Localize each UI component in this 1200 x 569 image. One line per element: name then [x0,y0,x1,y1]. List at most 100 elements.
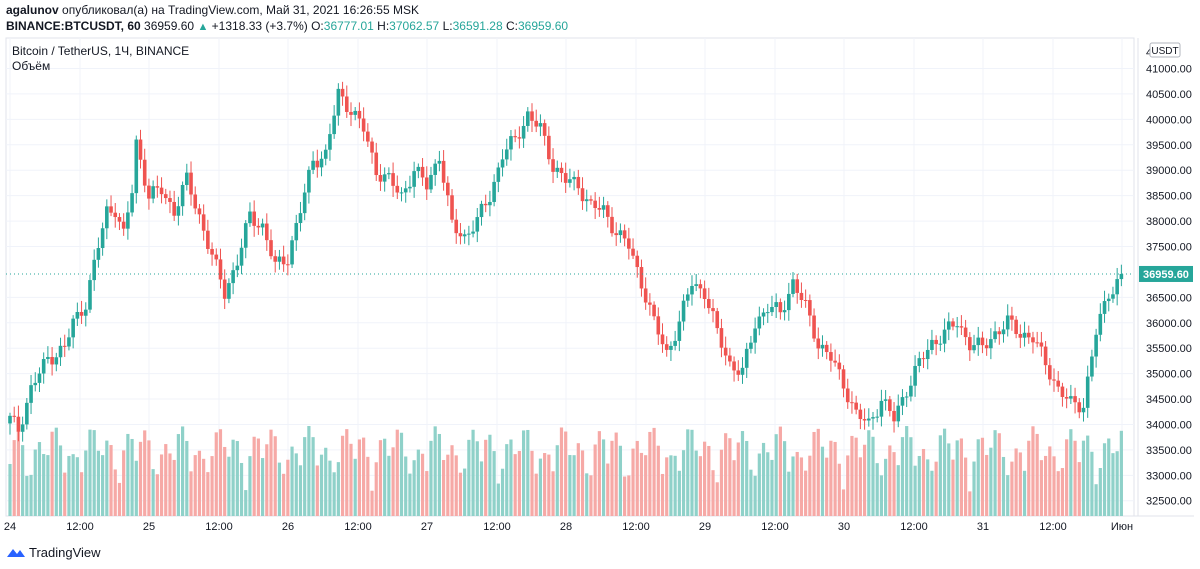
volume-bar [1081,440,1086,516]
volume-bar [1073,440,1077,516]
candle-body [597,208,602,210]
volume-bar [959,438,964,516]
candle-body [816,338,821,349]
candle-body [736,370,741,375]
candle-body [1022,332,1027,338]
volume-bar [138,441,143,516]
candle-body [1014,319,1018,335]
volume-bar [252,436,256,516]
candle-body [467,233,471,235]
candle-body [374,152,379,176]
candle-body [168,198,172,202]
candle-body [841,369,846,389]
candle-body [542,123,547,136]
candle-body [437,160,442,164]
candle-body [412,171,416,187]
candle-body [117,217,122,222]
volume-bar [319,454,324,516]
volume-bar [50,431,54,516]
candle-body [328,134,332,150]
price-chart[interactable]: 41000.00 40500.00 40000.00 39500.00 39000.00… [0,0,1200,540]
candle-body [850,402,854,404]
volume-bar [399,432,404,516]
candle-body [627,238,631,249]
candle-body [58,345,63,358]
candle-body [319,158,324,168]
candle-body [214,254,219,260]
candle-body [749,342,753,349]
candle-body [450,195,454,220]
volume-bar [378,440,383,516]
volume-bar [366,456,370,516]
candle-body [639,267,644,289]
volume-bar [597,431,601,516]
volume-bar [652,427,656,516]
volume-bar [774,434,778,516]
candle-body [782,310,787,313]
candle-body [589,199,593,201]
change-value: +1318.33 (+3.7%) [211,19,308,33]
volume-bar [307,426,311,516]
volume-bar [820,446,825,516]
candle-body [694,284,698,286]
candle-body [509,136,513,150]
author-name: agalunov [6,3,59,17]
candle-body [833,360,837,363]
volume-bar [669,455,673,516]
volume-bar [286,459,290,516]
candle-body [315,160,320,168]
volume-bar [601,439,606,516]
volume-bar [993,430,997,516]
candle-body [1005,315,1010,330]
candle-body [648,302,652,305]
candle-body [311,160,315,170]
volume-bar [1065,439,1069,516]
candle-body [462,234,467,237]
volume-bar [185,440,189,516]
candle-body [20,424,25,432]
candle-body [728,355,732,362]
volume-bar [311,437,315,516]
ohlc-line: BINANCE:BTCUSDT, 60 36959.60 ▲ +1318.33 … [6,19,568,33]
volume-bar [884,458,888,516]
volume-bar [383,438,387,516]
candle-body [96,248,101,260]
x-tick-label: 29 [699,521,711,533]
x-tick-label: 12:00 [900,521,928,533]
candle-body [837,362,842,370]
candle-body [147,185,151,199]
volume-bar [475,441,479,516]
candle-body [488,201,492,206]
candle-body [286,264,290,266]
volume-bar [412,460,416,516]
volume-bar [277,462,282,516]
candle-body [420,166,425,178]
volume-bar [947,443,951,516]
volume-bar [787,471,791,516]
volume-bar [58,445,63,516]
candle-body [946,321,951,330]
volume-bar [1031,426,1035,516]
candle-body [500,159,505,168]
candle-body [239,247,244,266]
volume-bar [623,476,627,516]
volume-bar [298,465,303,516]
candle-body [1098,313,1103,335]
volume-bar [471,429,475,516]
volume-bar [509,439,513,516]
candle-body [770,307,774,313]
candle-body [534,120,539,127]
volume-bar [63,472,67,516]
volume-bar [79,472,84,516]
candle-body [8,415,12,424]
volume-bar [362,437,366,516]
candle-body [635,255,640,268]
volume-bar [290,446,294,516]
x-tick-label: 12:00 [483,521,511,533]
candle-body [100,228,105,249]
volume-bar [92,430,96,516]
volume-bar [8,464,12,516]
open-label: O: [311,19,324,33]
candle-body [134,139,139,194]
candle-body [424,177,429,190]
